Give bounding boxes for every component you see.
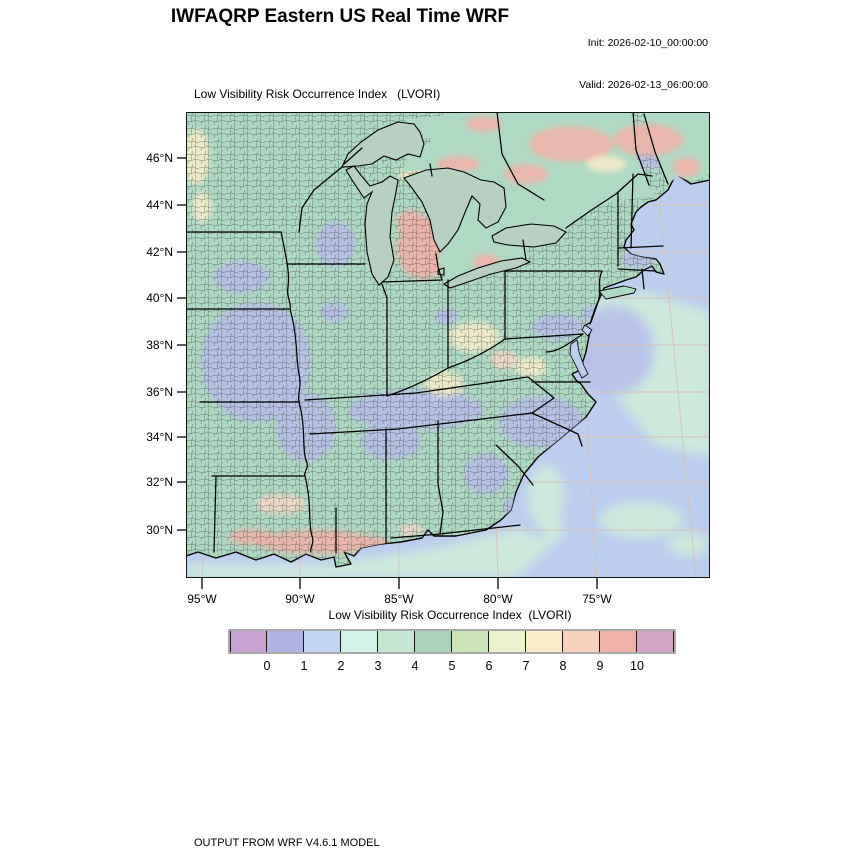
lat-label-40°N: 40°N [146,291,173,305]
colorbar-tick-8: 8 [559,659,567,673]
colorbar-tick-6: 6 [485,659,493,673]
lat-label-38°N: 38°N [146,338,173,352]
colorbar-segment-1 [267,631,304,652]
colorbar-tick-4: 4 [411,659,419,673]
page-title: IWFAQRP Eastern US Real Time WRF [170,6,510,27]
lvori-colorbar [228,629,676,654]
great-lakes [341,121,567,289]
lon-label-95°W: 95°W [187,592,217,606]
colorbar-segment-4 [378,631,415,652]
lat-label-36°N: 36°N [146,385,173,399]
ocean-lvori-patches [186,292,710,578]
lat-label-30°N: 30°N [146,523,173,537]
lake-superior [341,121,425,168]
colorbar-segment-11 [637,631,674,652]
map-plot: 46°N 44°N 42°N 40°N 38°N 36°N 34°N 32°N 30°N 95°W… [146,112,710,606]
colorbar-tick-0: 0 [263,659,271,673]
init-time: Init: 2026-02-10_00:00:00 [587,37,708,49]
colorbar-tick-7: 7 [522,659,530,673]
chesapeake-bay [569,339,589,379]
lake-michigan [345,165,399,286]
lake-huron [403,167,507,253]
lon-label-75°W: 75°W [582,592,612,606]
lake-ontario [491,223,567,248]
lat-label-32°N: 32°N [146,475,173,489]
lat-label-44°N: 44°N [146,198,173,212]
colorbar-segment-9 [563,631,600,652]
colorbar-tick-5: 5 [448,659,456,673]
colorbar-segment-6 [452,631,489,652]
colorbar-tick-1: 1 [300,659,308,673]
init-valid-times: Init: 2026-02-10_00:00:00 Valid: 2026-02… [579,8,708,120]
lake-erie [442,257,532,289]
colorbar-segment-7 [489,631,526,652]
colorbar-segment-10 [600,631,637,652]
colorbar-segment-3 [341,631,378,652]
lvori-map: 46°N 44°N 42°N 40°N 38°N 36°N 34°N 32°N 30°N 95°W… [146,112,710,606]
colorbar-tick-10: 10 [630,659,644,673]
lat-label-42°N: 42°N [146,245,173,259]
state-boundaries [186,112,669,554]
colorbar-tick-9: 9 [596,659,604,673]
lon-label-90°W: 90°W [285,592,315,606]
footer-notes: OUTPUT FROM WRF V4.6.1 MODEL WE = 310 ; … [194,808,627,850]
map-title: Low Visibility Risk Occurrence Index (LV… [194,87,441,101]
colorbar-segment-2 [304,631,341,652]
colorbar-segment-8 [526,631,563,652]
lat-label-46°N: 46°N [146,151,173,165]
colorbar-tick-3: 3 [374,659,382,673]
lon-label-85°W: 85°W [384,592,414,606]
lat-label-34°N: 34°N [146,430,173,444]
footer-line-1: OUTPUT FROM WRF V4.6.1 MODEL [194,837,380,849]
colorbar-segment-0 [230,631,267,652]
map-axes: 46°N 44°N 42°N 40°N 38°N 36°N 34°N 32°N 30°N 95°W… [146,151,612,606]
lon-label-80°W: 80°W [483,592,513,606]
colorbar-tick-2: 2 [337,659,345,673]
delaware-bay [581,324,593,337]
colorbar-segment-5 [415,631,452,652]
colorbar-title: Low Visibility Risk Occurrence Index (LV… [328,608,572,622]
valid-time: Valid: 2026-02-13_06:00:00 [579,79,708,91]
long-island [598,285,637,300]
